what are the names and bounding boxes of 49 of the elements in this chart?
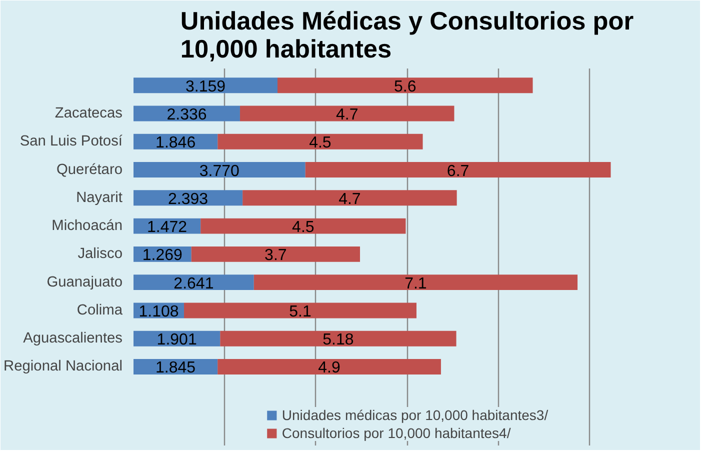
data-label: 5.6 bbox=[394, 78, 416, 96]
data-label: 2.336 bbox=[166, 106, 207, 124]
data-label: 4.5 bbox=[309, 134, 332, 152]
data-label: 2.393 bbox=[168, 190, 208, 208]
y-tick-label: Michoacán bbox=[52, 218, 123, 234]
data-label: 4.7 bbox=[338, 190, 361, 208]
y-tick-label: San Luis Potosí bbox=[20, 134, 123, 150]
data-label: 4.5 bbox=[292, 219, 314, 236]
bar bbox=[254, 274, 578, 290]
data-label: 5.1 bbox=[289, 303, 312, 320]
bar bbox=[134, 274, 254, 290]
bar bbox=[218, 134, 423, 150]
data-label: 1.269 bbox=[142, 247, 183, 264]
y-tick-label: Zacatecas bbox=[54, 106, 123, 122]
bar bbox=[305, 162, 611, 178]
data-label: 2.641 bbox=[174, 275, 214, 292]
y-tick-label: Jalisco bbox=[78, 246, 123, 262]
y-tick-label: Colima bbox=[76, 302, 124, 318]
legend-label: Consultorios por 10,000 habitantes4/ bbox=[282, 425, 511, 441]
data-label: 4.7 bbox=[336, 106, 358, 124]
chart-title: Unidades Médicas y Consultorios por 10,000 habitantes bbox=[180, 8, 634, 64]
y-tick-label: Querétaro bbox=[56, 162, 123, 178]
bar bbox=[200, 218, 406, 234]
bar bbox=[191, 246, 360, 262]
y-tick-label: Nayarit bbox=[76, 190, 123, 206]
data-label: 3.159 bbox=[185, 78, 226, 96]
legend-label: Unidades médicas por 10,000 habitantes3/ bbox=[282, 407, 548, 423]
bar bbox=[134, 162, 306, 178]
bar bbox=[278, 78, 533, 94]
data-label: 3.770 bbox=[199, 162, 240, 180]
data-label: 3.7 bbox=[264, 247, 287, 264]
bar bbox=[242, 190, 457, 206]
data-label: 1.472 bbox=[147, 219, 188, 236]
data-label: 1.901 bbox=[156, 332, 197, 349]
y-tick-label: Guanajuato bbox=[46, 274, 123, 290]
bar bbox=[220, 330, 456, 346]
bar bbox=[240, 106, 454, 122]
data-label: 4.9 bbox=[318, 360, 341, 377]
y-tick-label: Aguascalientes bbox=[23, 330, 123, 347]
data-label: 7.1 bbox=[404, 275, 427, 292]
data-label: 6.7 bbox=[446, 162, 470, 180]
y-tick-label: Regional Nacional bbox=[4, 358, 123, 375]
data-label: 1.108 bbox=[138, 303, 179, 320]
data-label: 5.18 bbox=[322, 332, 354, 349]
bar bbox=[184, 302, 416, 318]
bar bbox=[218, 358, 441, 374]
data-label: 1.845 bbox=[156, 360, 196, 377]
data-label: 1.846 bbox=[156, 134, 196, 152]
bar bbox=[134, 78, 278, 94]
